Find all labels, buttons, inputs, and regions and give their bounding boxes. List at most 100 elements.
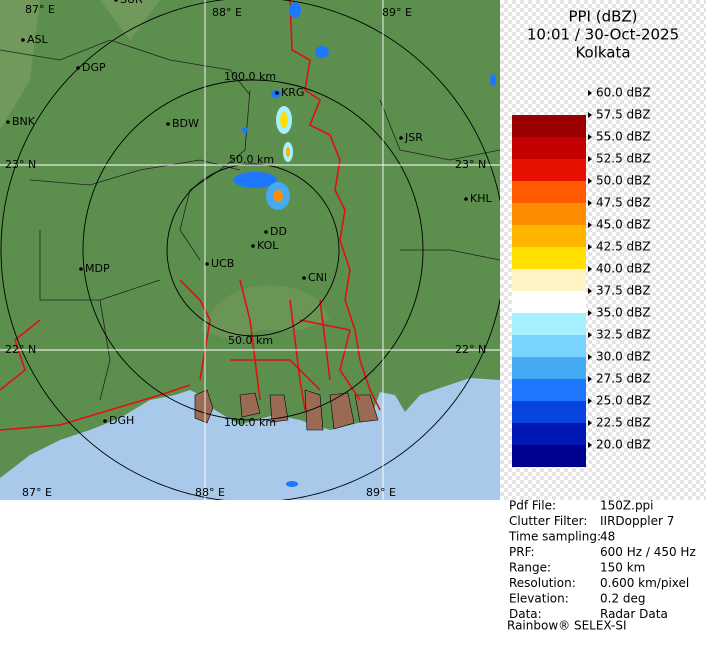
place-dot — [302, 276, 306, 280]
info-value: 150 km — [600, 561, 645, 575]
info-key: Pdf File: — [509, 499, 556, 513]
legend-arrow — [588, 354, 592, 360]
info-value: Radar Data — [600, 607, 668, 621]
header-station: Kolkata — [575, 44, 630, 62]
legend-label: 25.0 dBZ — [596, 394, 651, 408]
legend-swatch — [512, 203, 586, 225]
lat-label: 22° N — [455, 343, 486, 356]
place-label: JSR — [404, 131, 423, 144]
lon-label: 89° E — [366, 486, 396, 499]
legend-swatch — [512, 445, 586, 467]
legend-arrow — [588, 288, 592, 294]
legend-label: 27.5 dBZ — [596, 372, 651, 386]
info-key: Range: — [509, 561, 551, 575]
borders — [0, 0, 381, 431]
legend-swatch — [512, 357, 586, 379]
legend-swatch — [512, 401, 586, 423]
place-label: DGH — [109, 414, 134, 427]
info-key: Clutter Filter: — [509, 514, 587, 528]
info-key: Time sampling: — [508, 530, 601, 544]
place-dot — [6, 120, 10, 124]
range-rings — [0, 0, 500, 500]
place-dot — [464, 197, 468, 201]
legend-arrow — [588, 90, 592, 96]
place-dot — [205, 262, 209, 266]
info-value: IIRDoppler 7 — [600, 514, 674, 528]
place-dot — [103, 419, 107, 423]
legend-label: 47.5 dBZ — [596, 196, 651, 210]
legend-swatch — [512, 423, 586, 445]
info-key: Elevation: — [509, 592, 569, 606]
legend-arrow — [588, 442, 592, 448]
legend-arrow — [588, 178, 592, 184]
lon-label: 88° E — [195, 486, 225, 499]
legend-label: 42.5 dBZ — [596, 240, 651, 254]
info-key: Resolution: — [509, 576, 576, 590]
place-dot — [264, 230, 268, 234]
legend-swatch — [512, 247, 586, 269]
lat-label: 23° N — [455, 158, 486, 171]
lat-label: 22° N — [5, 343, 36, 356]
place-dot — [251, 244, 255, 248]
place-label: MDP — [85, 262, 110, 275]
legend-label: 50.0 dBZ — [596, 174, 651, 188]
legend-label: 22.5 dBZ — [596, 416, 651, 430]
land — [0, 0, 500, 478]
place-dot — [76, 66, 80, 70]
range-label: 50.0 km — [229, 153, 274, 166]
lon-label: 87° E — [25, 3, 55, 16]
place-label: UCB — [211, 257, 234, 270]
lat-label: 23° N — [5, 158, 36, 171]
place-label: KOL — [257, 239, 279, 252]
legend-label: 35.0 dBZ — [596, 306, 651, 320]
legend-label: 37.5 dBZ — [596, 284, 651, 298]
legend-label: 40.0 dBZ — [596, 262, 651, 276]
legend-swatch — [512, 335, 586, 357]
info-value: 48 — [600, 530, 615, 544]
header-product: PPI (dBZ) — [568, 8, 637, 26]
highland — [0, 0, 160, 130]
legend-arrow — [588, 156, 592, 162]
place-dot — [275, 91, 279, 95]
legend-label: 32.5 dBZ — [596, 328, 651, 342]
place-label: CNI — [308, 271, 327, 284]
legend-arrow — [588, 398, 592, 404]
legend-arrow — [588, 200, 592, 206]
legend-arrow — [588, 112, 592, 118]
place-label: BNK — [12, 115, 36, 128]
legend-arrow — [588, 266, 592, 272]
place-label: KHL — [470, 192, 492, 205]
legend-swatch — [512, 313, 586, 335]
place-dot — [114, 0, 118, 2]
legend-swatch — [512, 137, 586, 159]
lon-label: 89° E — [382, 6, 412, 19]
lon-label: 88° E — [212, 6, 242, 19]
islands — [194, 389, 379, 431]
place-dot — [21, 38, 25, 42]
legend-arrow — [588, 222, 592, 228]
legend-swatch — [512, 225, 586, 247]
map: 87° E 88° E 89° E 87° E 88° E 89° E 23° N 22° N… — [0, 0, 500, 500]
echoes — [233, 2, 496, 487]
legend-arrow — [588, 420, 592, 426]
legend-swatch — [512, 269, 586, 291]
place-label: DGP — [82, 61, 106, 74]
legend-arrow — [588, 134, 592, 140]
legend-label: 55.0 dBZ — [596, 130, 651, 144]
graticule — [0, 0, 500, 500]
info-key: PRF: — [509, 545, 535, 559]
place-label: BDW — [172, 117, 199, 130]
range-label: 50.0 km — [228, 334, 273, 347]
lon-label: 87° E — [22, 486, 52, 499]
legend-swatch — [512, 159, 586, 181]
place-dot — [79, 267, 83, 271]
info-value: 0.600 km/pixel — [600, 576, 689, 590]
info-key: Data: — [509, 607, 542, 621]
range-label: 100.0 km — [224, 416, 276, 429]
legend-arrow — [588, 332, 592, 338]
place-label: DD — [270, 225, 287, 238]
info-value: 150Z.ppi — [600, 499, 654, 513]
legend-arrow — [588, 376, 592, 382]
